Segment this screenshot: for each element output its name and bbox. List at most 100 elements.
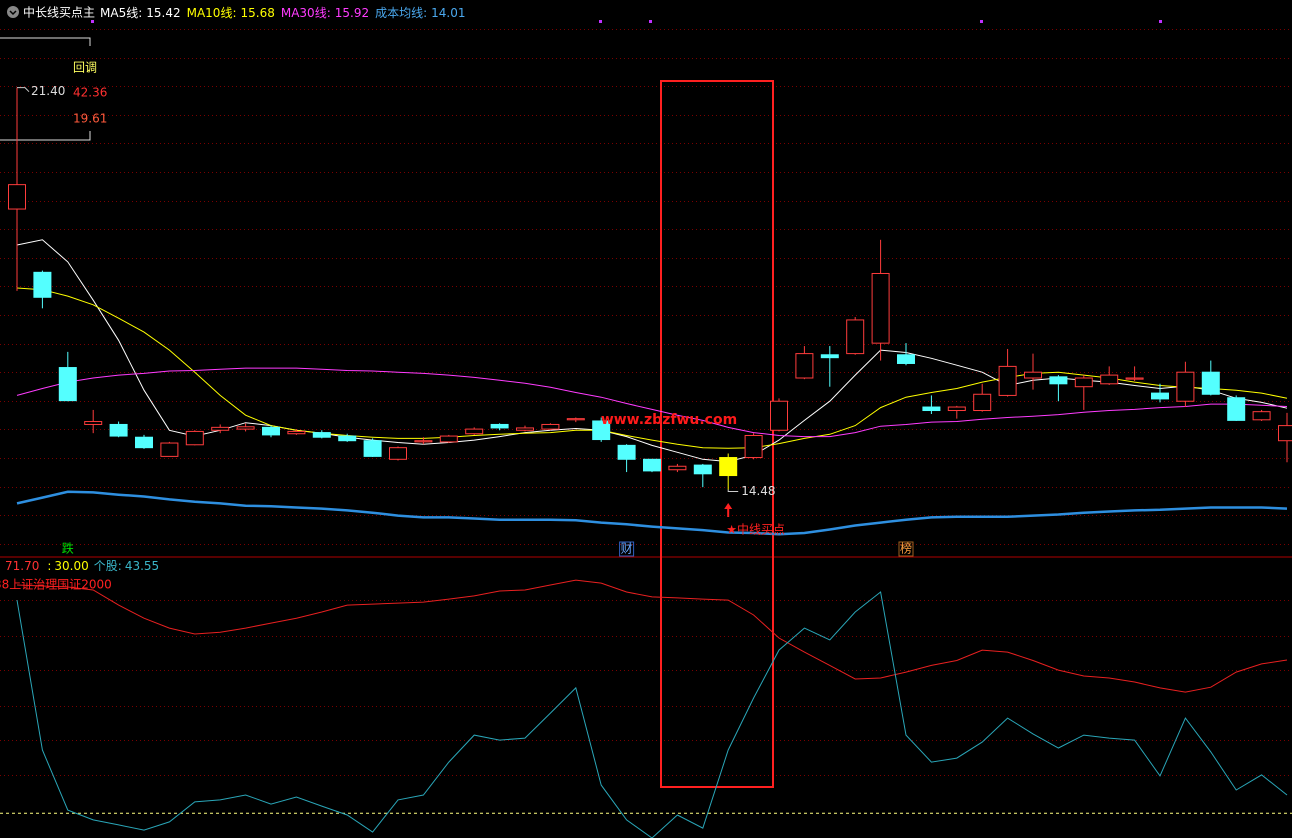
- candle-body: [719, 457, 738, 477]
- grid-dots: [0, 29, 1292, 30]
- grid-dots: [0, 286, 1292, 287]
- candle-body: [389, 447, 407, 460]
- legend-entry: MA30线: 15.92: [281, 6, 369, 20]
- candle-body: [211, 426, 230, 431]
- candle-body: [668, 465, 687, 471]
- readout: 71.70: [5, 559, 39, 573]
- candle-body: [643, 458, 661, 472]
- grid-dots: [0, 775, 1292, 776]
- candle-body: [160, 442, 179, 457]
- candle-body: [1278, 425, 1292, 442]
- highlight-box: [660, 80, 774, 788]
- candle-body: [236, 426, 255, 430]
- candle-body: [592, 420, 611, 441]
- grid-dots: [0, 401, 1292, 402]
- candle-body: [1176, 371, 1195, 402]
- legend-entry: MA10线: 15.68: [187, 6, 275, 20]
- grid-dots: [0, 58, 1292, 59]
- candle-body: [287, 430, 306, 435]
- readout-value: 71.70: [5, 559, 39, 573]
- grid-dots: [0, 143, 1292, 144]
- signal-text: ★中线买点: [726, 522, 785, 537]
- series-line: [16, 367, 1288, 438]
- grid-dots: [0, 429, 1292, 430]
- grid-dots: [0, 201, 1292, 202]
- candle-body: [1252, 411, 1271, 421]
- marker: 财: [621, 542, 633, 556]
- grid-dots: [0, 372, 1292, 373]
- grid-dots: [0, 315, 1292, 316]
- info-value: 19.61: [73, 112, 107, 126]
- series-line: [16, 490, 1288, 536]
- low-label: 14.48: [741, 484, 775, 498]
- legend-value: 15.68: [241, 6, 275, 20]
- grid-dots: [0, 600, 1292, 601]
- candle-body: [617, 444, 636, 460]
- candle-body: [135, 436, 153, 449]
- marker-box: [898, 541, 914, 557]
- candle-body: [312, 432, 331, 438]
- series-line: [16, 579, 1288, 693]
- menu-icon[interactable]: [7, 6, 19, 18]
- high-pointer: [17, 87, 30, 93]
- low-pointer: [727, 489, 739, 492]
- candle-body: [998, 365, 1017, 396]
- candle-body: [1024, 371, 1042, 379]
- candle-body: [846, 319, 865, 355]
- grid-dots: [0, 544, 1292, 545]
- candle-body: [58, 367, 77, 402]
- candle-body: [109, 423, 128, 437]
- readout: :30.00: [47, 559, 88, 573]
- candle-body: [439, 435, 458, 443]
- candle-body: [262, 426, 280, 436]
- grid-dots: [0, 706, 1292, 707]
- series-line: [16, 591, 1288, 838]
- candle-body: [465, 428, 484, 435]
- candle-body: [770, 400, 788, 431]
- info-title: 回调: [73, 61, 97, 75]
- candle-body: [795, 353, 814, 379]
- candle-body: [1100, 374, 1119, 385]
- marker: 榜: [900, 541, 912, 556]
- readout-label: :: [47, 559, 51, 573]
- readout: 个股: 43.55: [94, 559, 159, 573]
- grid-dots: [0, 740, 1292, 741]
- series-line: [16, 287, 1288, 449]
- panel-title: 38上证治理国证2000: [0, 578, 112, 592]
- candle-body: [490, 423, 509, 429]
- readout-value: 30.00: [54, 559, 88, 573]
- candle-body: [947, 406, 966, 412]
- candle-body: [897, 354, 915, 364]
- candle-body: [338, 435, 357, 442]
- candle-body: [566, 418, 585, 421]
- candle-body: [744, 434, 763, 459]
- indicator-title: 中长线买点主: [23, 5, 95, 20]
- candle-body: [8, 184, 26, 210]
- signal-arrowhead: [724, 503, 733, 509]
- legend-entry: 成本均线: 14.01: [375, 6, 465, 20]
- candle-body: [516, 427, 534, 431]
- candle-body: [1125, 377, 1144, 380]
- candle-body: [820, 354, 839, 359]
- grid-dots: [0, 670, 1292, 671]
- candle-body: [871, 272, 890, 344]
- grid-dots: [0, 487, 1292, 488]
- legend-value: 15.42: [146, 6, 180, 20]
- candle-body: [84, 421, 103, 425]
- candle-body: [185, 430, 204, 446]
- legend-name: 成本均线:: [375, 6, 427, 20]
- marker-box: [619, 541, 635, 557]
- legend-name: MA5线:: [100, 6, 142, 20]
- legend-name: MA30线:: [281, 6, 331, 20]
- candle-body: [1151, 392, 1169, 400]
- legend-name: MA10线:: [187, 6, 237, 20]
- candle-body: [363, 440, 382, 457]
- info-value: 42.36: [73, 86, 107, 100]
- legend-value: 14.01: [431, 6, 465, 20]
- candle-body: [922, 406, 941, 412]
- grid-dots: [0, 229, 1292, 230]
- grid-dots: [0, 86, 1292, 87]
- candle-body: [33, 271, 52, 298]
